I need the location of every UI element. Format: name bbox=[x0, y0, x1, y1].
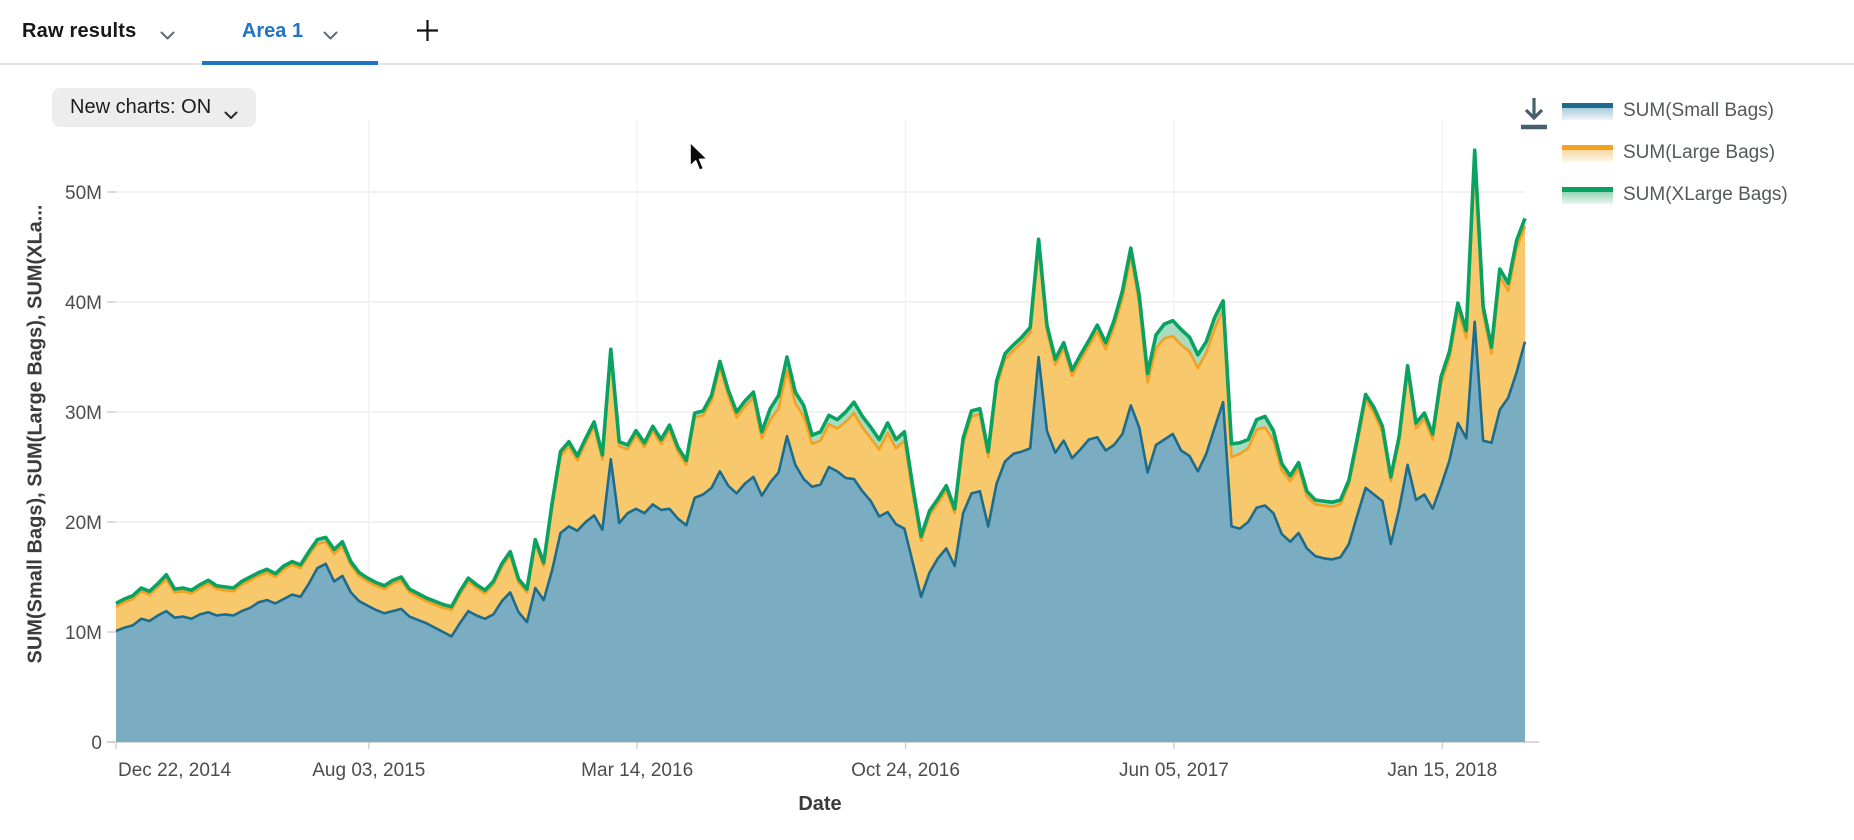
x-tick-label: Jan 15, 2018 bbox=[1387, 760, 1497, 781]
y-tick-label: 20M bbox=[65, 513, 102, 534]
y-tick-label: 40M bbox=[65, 293, 102, 314]
area-small-bags bbox=[116, 321, 1525, 742]
legend-swatch-small-bags bbox=[1562, 102, 1613, 120]
y-tick-label: 50M bbox=[65, 183, 102, 204]
chevron-down-icon bbox=[323, 27, 338, 40]
legend: SUM(Small Bags) SUM(Large Bags) SUM(XLar… bbox=[1562, 100, 1788, 206]
x-tick-label: Oct 24, 2016 bbox=[851, 760, 960, 781]
x-tick-label: Jun 05, 2017 bbox=[1119, 760, 1229, 781]
line-xlarge-bags bbox=[115, 148, 1527, 609]
y-axis-title: SUM(Small Bags), SUM(Large Bags), SUM(XL… bbox=[24, 204, 47, 664]
active-tab-underline bbox=[202, 61, 378, 65]
line-large-bags bbox=[115, 157, 1527, 612]
chevron-down-icon bbox=[160, 27, 175, 40]
legend-item-large-bags[interactable]: SUM(Large Bags) bbox=[1562, 142, 1788, 164]
tab-bar: Raw results Area 1 bbox=[0, 0, 1854, 65]
plus-icon bbox=[415, 18, 440, 46]
legend-swatch-xlarge-bags bbox=[1562, 186, 1613, 204]
add-tab-button[interactable] bbox=[412, 17, 442, 47]
tab-raw-results[interactable]: Raw results bbox=[0, 0, 202, 63]
x-tick-label: Dec 22, 2014 bbox=[118, 760, 231, 781]
new-charts-toggle[interactable]: New charts: ON bbox=[52, 88, 257, 127]
legend-item-xlarge-bags[interactable]: SUM(XLarge Bags) bbox=[1562, 184, 1788, 206]
line-small-bags bbox=[115, 320, 1527, 638]
download-icon bbox=[1517, 93, 1551, 136]
legend-label: SUM(XLarge Bags) bbox=[1623, 184, 1788, 205]
legend-label: SUM(Large Bags) bbox=[1623, 142, 1776, 163]
tab-area-1[interactable]: Area 1 bbox=[202, 0, 378, 65]
y-tick-label: 0 bbox=[91, 733, 102, 754]
chevron-down-icon bbox=[223, 103, 238, 119]
download-button[interactable] bbox=[1513, 92, 1555, 136]
tab-area-1-label: Area 1 bbox=[241, 20, 304, 42]
tab-raw-results-label: Raw results bbox=[22, 20, 137, 42]
y-tick-label: 30M bbox=[65, 403, 102, 424]
legend-swatch-large-bags bbox=[1562, 144, 1613, 162]
legend-label: SUM(Small Bags) bbox=[1623, 100, 1774, 121]
new-charts-label: New charts: ON bbox=[70, 96, 212, 118]
x-tick-label: Aug 03, 2015 bbox=[312, 760, 425, 781]
area-large-bags bbox=[116, 159, 1525, 637]
legend-item-small-bags[interactable]: SUM(Small Bags) bbox=[1562, 100, 1788, 122]
y-tick-label: 10M bbox=[65, 623, 102, 644]
x-axis-title: Date bbox=[798, 793, 842, 815]
x-tick-label: Mar 14, 2016 bbox=[581, 760, 693, 781]
